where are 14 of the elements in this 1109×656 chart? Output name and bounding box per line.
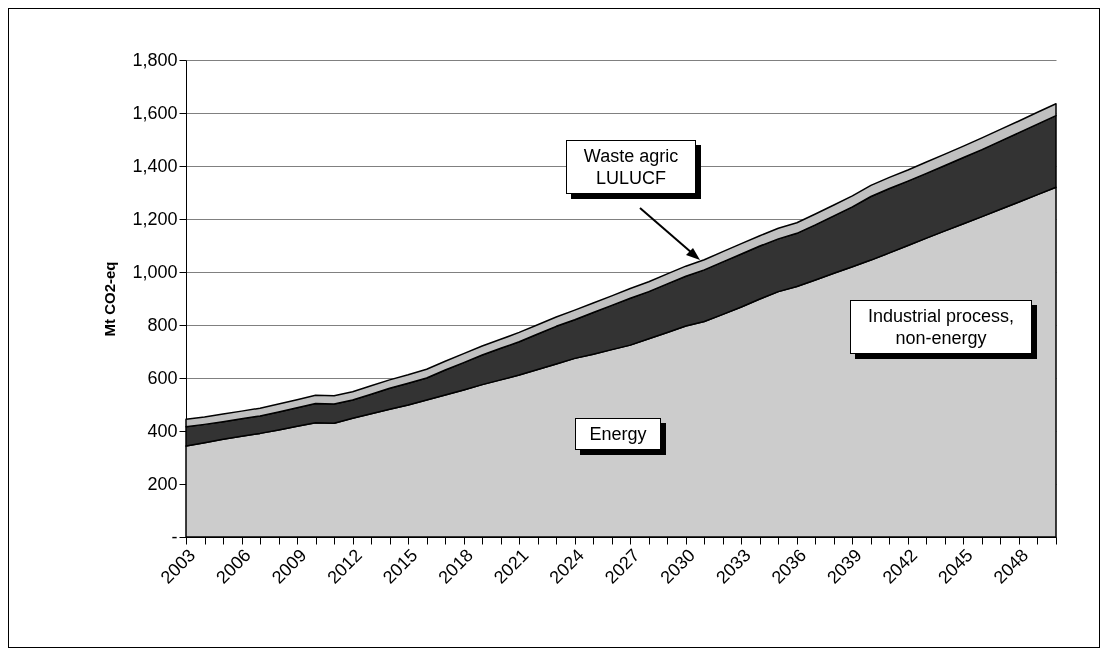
y-tick-label: - [171, 526, 178, 547]
y-tick-label: 400 [147, 420, 178, 441]
y-tick-label: 1,000 [132, 261, 178, 282]
y-tick-label: 1,600 [132, 102, 178, 123]
series-label: Energy [575, 418, 661, 450]
y-tick-label: 200 [147, 473, 178, 494]
y-tick-label: 1,800 [132, 49, 178, 70]
y-tick-label: 800 [147, 314, 178, 335]
y-tick-label: 1,200 [132, 208, 178, 229]
text: Waste agric LULUCF [566, 140, 696, 194]
text: Industrial process, non-energy [850, 300, 1032, 354]
y-tick-label: 600 [147, 367, 178, 388]
y-tick-label: 1,400 [132, 155, 178, 176]
y-axis-title: Mt CO2-eq [101, 261, 119, 337]
